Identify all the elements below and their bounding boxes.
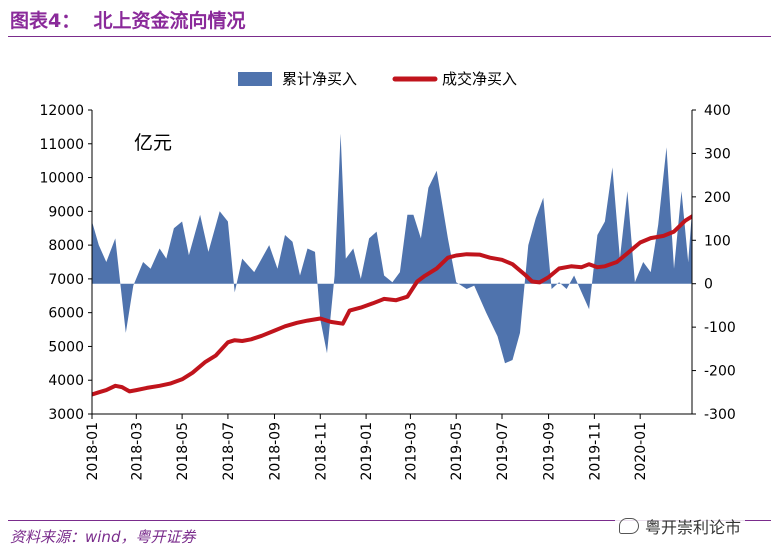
y-left-tick-label: 5000 xyxy=(48,339,84,355)
y-left-tick-label: 3000 xyxy=(48,407,84,423)
x-tick-label: 2019-03 xyxy=(403,422,419,481)
y-right-tick-label: -100 xyxy=(704,320,736,336)
y-right-tick-label: 400 xyxy=(704,103,731,119)
x-tick-label: 2018-09 xyxy=(267,422,283,481)
x-tick-label: 2018-01 xyxy=(85,422,101,481)
unit-label: 亿元 xyxy=(134,132,172,154)
chart-svg: 累计净买入 成交净买入 亿元 12000 11000 10000 9000 8000 70… xyxy=(39,70,736,481)
x-tick-label: 2019-07 xyxy=(495,422,511,481)
x-tick-label: 2019-11 xyxy=(587,422,603,481)
x-tick-label: 2018-07 xyxy=(221,422,237,481)
x-tick-label: 2018-11 xyxy=(313,422,329,481)
x-tick-label: 2019-09 xyxy=(542,422,558,481)
y-left-tick-label: 7000 xyxy=(48,272,84,288)
y-left-tick-label: 8000 xyxy=(48,238,84,254)
legend-label-cumulative: 累计净买入 xyxy=(282,70,357,88)
title-divider xyxy=(8,36,771,37)
watermark: 粤开崇利论市 xyxy=(615,512,746,540)
y-right-tick-label: -200 xyxy=(704,364,736,380)
y-left-tick-label: 10000 xyxy=(39,171,84,187)
series-area-cumulative xyxy=(92,133,692,364)
source-note: 资料来源：wind，粤开证券 xyxy=(10,528,196,546)
y-left-tick-label: 9000 xyxy=(48,204,84,220)
footer-divider xyxy=(8,520,771,521)
x-tick-label: 2018-05 xyxy=(175,422,191,481)
y-right-tick-label: 0 xyxy=(704,277,713,293)
y-right-tick-label: 100 xyxy=(704,233,731,249)
series-line-trade xyxy=(92,214,692,397)
x-tick-label: 2019-05 xyxy=(449,422,465,481)
legend-swatch-area xyxy=(238,72,272,86)
y-right-tick-label: 300 xyxy=(704,146,731,162)
x-tick-label: 2019-01 xyxy=(359,422,375,481)
x-tick-label: 2020-01 xyxy=(633,422,649,481)
y-left-tick-label: 6000 xyxy=(48,306,84,322)
y-right-tick-label: -300 xyxy=(704,407,736,423)
y-right-tick-label: 200 xyxy=(704,190,731,206)
wechat-icon xyxy=(619,518,639,534)
chart-title: 图表4： 北上资金流向情况 xyxy=(10,10,246,32)
y-left-tick-label: 11000 xyxy=(39,137,84,153)
y-left-tick-label: 12000 xyxy=(39,103,84,119)
y-left-tick-label: 4000 xyxy=(48,373,84,389)
watermark-text: 粤开崇利论市 xyxy=(645,518,742,537)
x-tick-label: 2018-03 xyxy=(129,422,145,481)
legend-label-trade: 成交净买入 xyxy=(442,70,517,88)
